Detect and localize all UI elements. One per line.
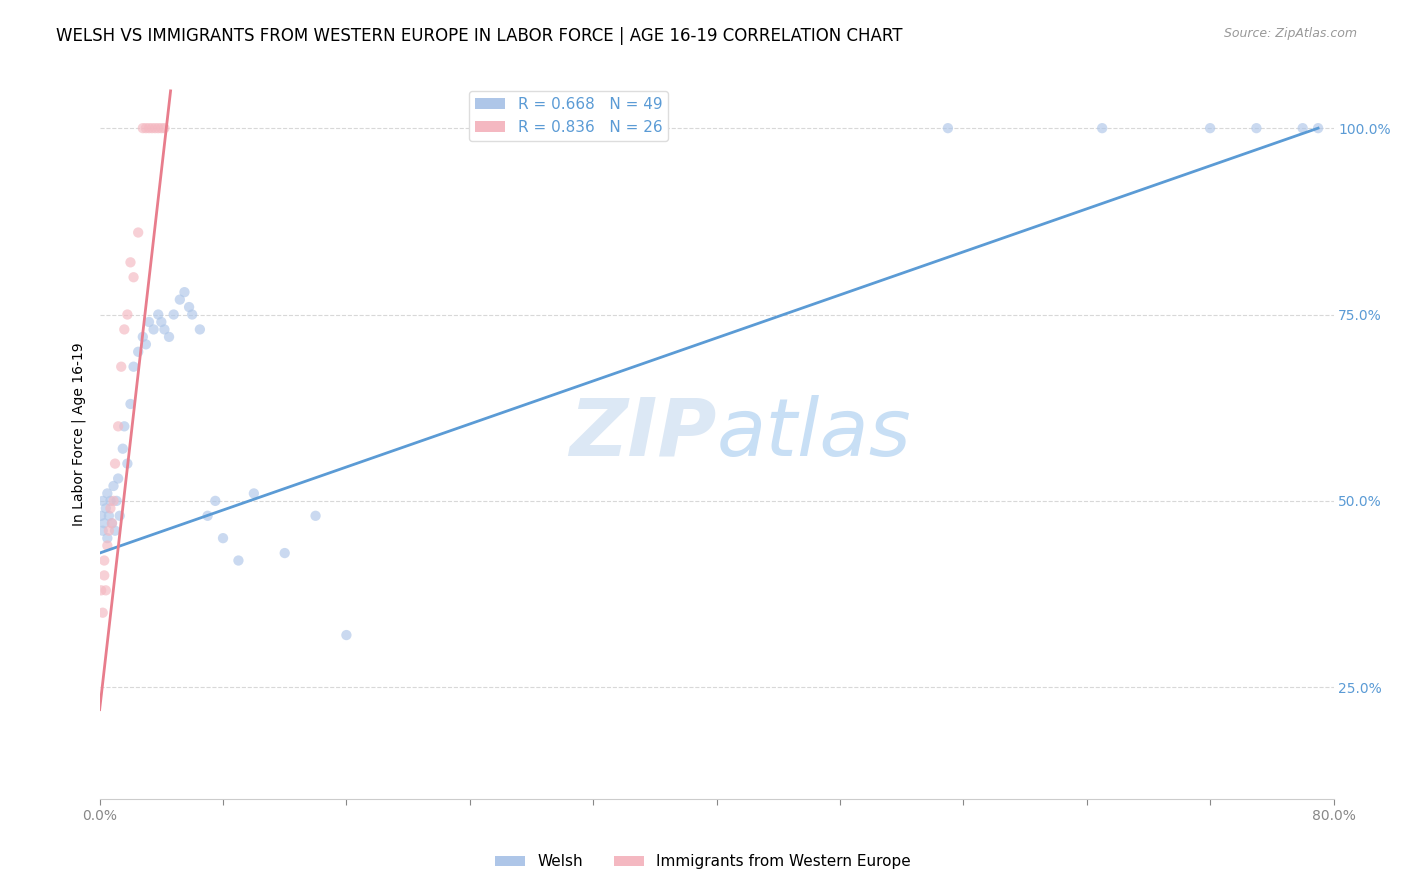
Point <box>1246 121 1268 136</box>
Text: WELSH VS IMMIGRANTS FROM WESTERN EUROPE IN LABOR FORCE | AGE 16-19 CORRELATION C: WELSH VS IMMIGRANTS FROM WESTERN EUROPE … <box>56 27 903 45</box>
Point <box>127 226 149 240</box>
Point <box>163 308 186 322</box>
Point <box>197 508 219 523</box>
Point <box>273 546 295 560</box>
Point <box>153 121 176 136</box>
Point <box>112 419 135 434</box>
Point <box>93 553 115 567</box>
Legend: R = 0.668   N = 49, R = 0.836   N = 26: R = 0.668 N = 49, R = 0.836 N = 26 <box>468 91 668 141</box>
Point <box>120 397 142 411</box>
Point <box>148 308 170 322</box>
Point <box>135 337 157 351</box>
Point <box>104 524 127 538</box>
Point <box>103 494 125 508</box>
Point <box>243 486 266 500</box>
Point <box>1292 121 1315 136</box>
Point <box>1091 121 1114 136</box>
Point <box>122 359 145 374</box>
Point <box>142 322 165 336</box>
Point <box>132 330 155 344</box>
Point <box>110 359 132 374</box>
Point <box>100 494 122 508</box>
Point <box>188 322 211 336</box>
Text: ZIP: ZIP <box>569 395 717 473</box>
Point <box>228 553 250 567</box>
Point <box>90 583 112 598</box>
Point <box>117 308 139 322</box>
Point <box>117 457 139 471</box>
Point <box>93 568 115 582</box>
Point <box>153 322 176 336</box>
Point <box>138 315 160 329</box>
Point <box>104 457 127 471</box>
Point <box>94 501 117 516</box>
Point <box>97 524 120 538</box>
Point <box>181 308 204 322</box>
Point <box>173 285 195 300</box>
Point <box>101 516 124 531</box>
Point <box>122 270 145 285</box>
Point <box>96 531 118 545</box>
Point <box>108 508 131 523</box>
Point <box>204 494 226 508</box>
Point <box>111 442 134 456</box>
Point <box>120 255 142 269</box>
Point <box>93 516 115 531</box>
Point <box>141 121 163 136</box>
Point <box>212 531 235 545</box>
Legend: Welsh, Immigrants from Western Europe: Welsh, Immigrants from Western Europe <box>489 848 917 875</box>
Point <box>1306 121 1329 136</box>
Point <box>169 293 191 307</box>
Point <box>112 322 135 336</box>
Point <box>96 539 118 553</box>
Point <box>127 344 149 359</box>
Point <box>107 419 129 434</box>
Point <box>150 315 173 329</box>
Point <box>143 121 166 136</box>
Point <box>150 121 173 136</box>
Point <box>100 501 122 516</box>
Point <box>91 524 114 538</box>
Point <box>96 486 118 500</box>
Point <box>335 628 357 642</box>
Text: atlas: atlas <box>717 395 911 473</box>
Point <box>138 121 160 136</box>
Point <box>1199 121 1222 136</box>
Point <box>103 479 125 493</box>
Point <box>148 121 170 136</box>
Point <box>101 516 124 531</box>
Point <box>107 471 129 485</box>
Point <box>91 606 114 620</box>
Point <box>157 330 180 344</box>
Point <box>91 494 114 508</box>
Point <box>135 121 157 136</box>
Y-axis label: In Labor Force | Age 16-19: In Labor Force | Age 16-19 <box>72 342 86 525</box>
Point <box>304 508 326 523</box>
Point <box>132 121 155 136</box>
Point <box>936 121 959 136</box>
Point <box>94 583 117 598</box>
Text: Source: ZipAtlas.com: Source: ZipAtlas.com <box>1223 27 1357 40</box>
Point <box>105 494 128 508</box>
Point <box>97 508 120 523</box>
Point <box>177 300 200 314</box>
Point <box>90 508 112 523</box>
